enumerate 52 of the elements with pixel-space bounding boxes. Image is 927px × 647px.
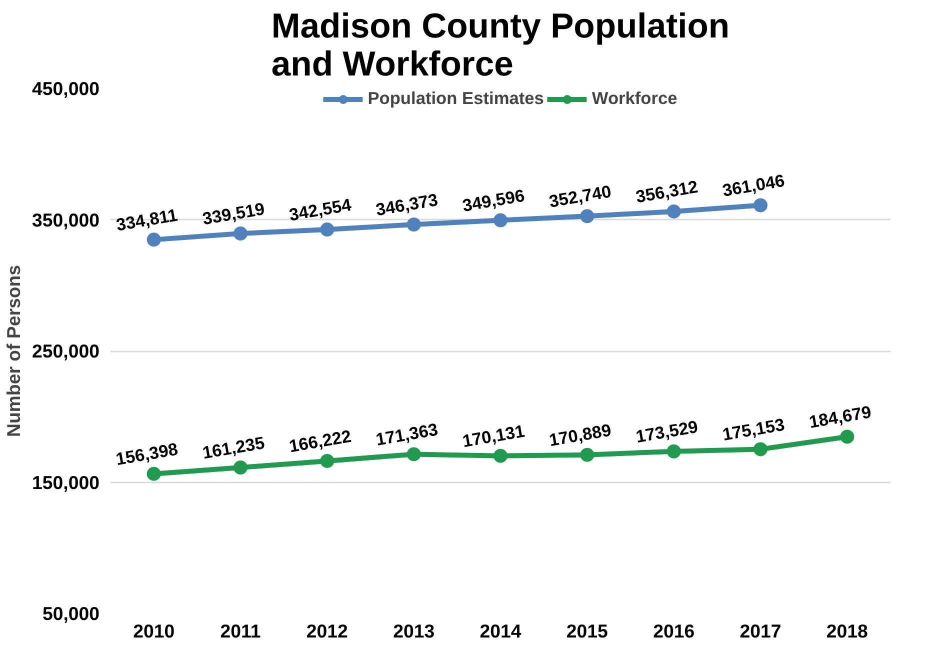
point [320, 454, 334, 468]
x-tick-label: 2014 [480, 620, 522, 642]
data-label: 166,222 [288, 426, 353, 456]
data-label: 352,740 [548, 181, 613, 212]
data-label: 170,889 [548, 420, 613, 450]
point [406, 447, 421, 462]
y-tick-label: 150,000 [32, 472, 100, 493]
data-label: 170,131 [460, 420, 526, 452]
x-tick-label: 2018 [826, 620, 868, 642]
data-label: 342,554 [288, 194, 354, 225]
x-tick-label: 2010 [133, 620, 175, 642]
data-label: 346,373 [374, 189, 440, 220]
y-tick-label: 50,000 [42, 603, 100, 624]
point [580, 209, 594, 224]
legend-label: Workforce [592, 88, 678, 109]
y-axis-title: Number of Persons [3, 264, 24, 438]
chart-title: Madison County Population and Workforce [271, 8, 730, 84]
x-tick-label: 2012 [306, 620, 348, 642]
point [666, 204, 681, 218]
y-tick-label: 350,000 [32, 209, 100, 230]
point [494, 213, 508, 228]
data-label: 349,596 [460, 185, 526, 216]
data-label: 334,811 [114, 204, 180, 235]
point [406, 218, 421, 232]
point [146, 232, 161, 247]
y-tick-label: 250,000 [32, 340, 100, 362]
legend-label: Population Estimates [368, 88, 544, 109]
data-label: 361,046 [720, 170, 786, 200]
data-label: 171,363 [374, 419, 440, 450]
point [494, 448, 508, 463]
data-label: 339,519 [200, 198, 266, 229]
point [840, 430, 854, 444]
data-label: 173,529 [634, 416, 700, 447]
point [234, 226, 248, 240]
x-tick-label: 2011 [220, 620, 261, 642]
data-label: 156,398 [114, 438, 180, 470]
point [580, 448, 594, 462]
point [146, 466, 161, 481]
x-tick-label: 2013 [393, 620, 435, 642]
point [234, 460, 248, 474]
data-label: 184,679 [808, 402, 873, 432]
point [666, 444, 681, 458]
x-tick-label: 2015 [566, 620, 608, 642]
point [754, 198, 768, 212]
data-label: 175,153 [720, 414, 786, 444]
point [320, 222, 334, 237]
y-tick-label: 450,000 [32, 78, 100, 99]
data-label: 356,312 [634, 176, 700, 207]
x-tick-label: 2017 [740, 620, 782, 642]
data-label: 161,235 [200, 432, 266, 463]
x-tick-label: 2016 [653, 620, 695, 642]
point [754, 442, 768, 456]
